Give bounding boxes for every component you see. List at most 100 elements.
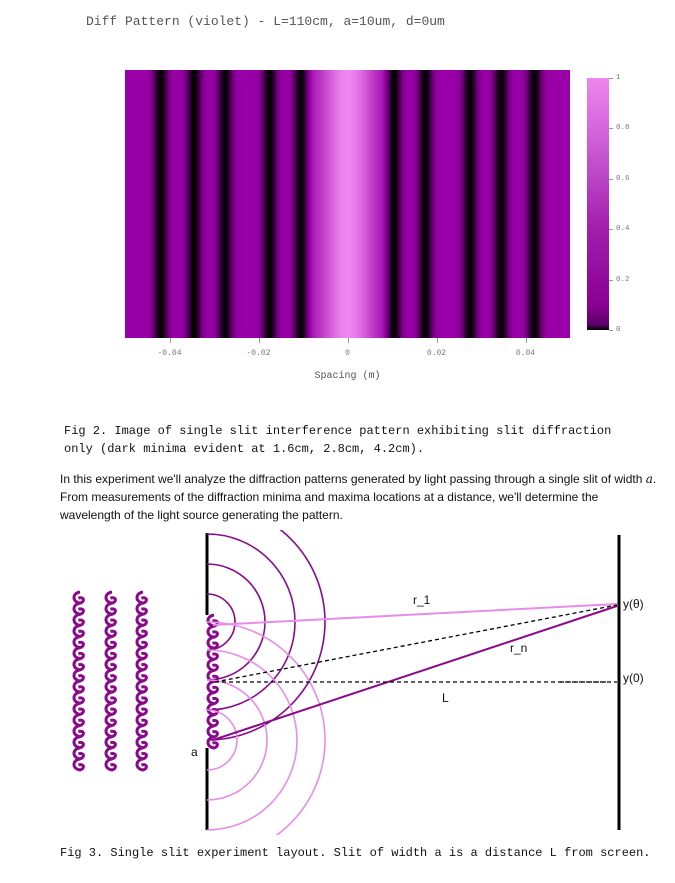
heatmap-column <box>431 70 433 338</box>
heatmap-column <box>454 70 456 338</box>
heatmap-column <box>413 70 415 338</box>
heatmap-column <box>338 70 340 338</box>
heatmap-column <box>469 70 471 338</box>
heatmap-column <box>179 70 181 338</box>
heatmap-column <box>126 70 128 338</box>
heatmap-column <box>236 70 238 338</box>
wavefront-top-1 <box>207 593 236 651</box>
heatmap-column <box>507 70 509 338</box>
heatmap-column <box>415 70 417 338</box>
heatmap-column <box>505 70 507 338</box>
colorbar-tick-label: 0.2 <box>616 275 630 284</box>
heatmap-column <box>194 70 196 338</box>
heatmap-column <box>130 70 132 338</box>
heatmap-column <box>224 70 226 338</box>
heatmap-column <box>383 70 385 338</box>
heatmap-column <box>213 70 215 338</box>
heatmap-column <box>254 70 256 338</box>
heatmap-column <box>421 70 423 338</box>
colorbar-tick-mark <box>609 229 613 231</box>
heatmap-column <box>299 70 301 338</box>
heatmap-column <box>563 70 565 338</box>
heatmap-column <box>532 70 534 338</box>
heatmap-column <box>269 70 271 338</box>
heatmap-column <box>256 70 258 338</box>
heatmap-column <box>360 70 362 338</box>
heatmap-column <box>173 70 175 338</box>
heatmap-column <box>488 70 490 338</box>
heatmap-column <box>419 70 421 338</box>
heatmap-column <box>287 70 289 338</box>
heatmap-column <box>458 70 460 338</box>
heatmap-column <box>521 70 523 338</box>
colorbar-tick-mark <box>609 178 613 180</box>
heatmap-column <box>511 70 513 338</box>
heatmap-column <box>483 70 485 338</box>
x-tick-label: 0.04 <box>515 349 536 358</box>
colorbar-tick-label: 1 <box>616 74 621 82</box>
colorbar-tick-mark <box>609 279 613 281</box>
heatmap-column <box>324 70 326 338</box>
heatmap-column <box>375 70 377 338</box>
heatmap-column <box>460 70 462 338</box>
heatmap-column <box>476 70 478 338</box>
heatmap-column <box>189 70 191 338</box>
heatmap-column <box>137 70 139 338</box>
heatmap-column <box>225 70 227 338</box>
heatmap-column <box>380 70 382 338</box>
heatmap-column <box>159 70 161 338</box>
heatmap-column <box>496 70 498 338</box>
heatmap-column <box>341 70 343 338</box>
heatmap-column <box>466 70 468 338</box>
heatmap-column <box>450 70 452 338</box>
heatmap-column <box>453 70 455 338</box>
heatmap-column <box>140 70 142 338</box>
heatmap-column <box>503 70 505 338</box>
heatmap-column <box>534 70 536 338</box>
heatmap-column <box>365 70 367 338</box>
heatmap-column <box>240 70 242 338</box>
heatmap-column <box>247 70 249 338</box>
heatmap-column <box>284 70 286 338</box>
heatmap-column <box>433 70 435 338</box>
heatmap-column <box>259 70 261 338</box>
heatmap-column <box>270 70 272 338</box>
heatmap-column <box>423 70 425 338</box>
heatmap-column <box>257 70 259 338</box>
heatmap-column <box>193 70 195 338</box>
heatmap-column <box>174 70 176 338</box>
heatmap-column <box>533 70 535 338</box>
heatmap-column <box>251 70 253 338</box>
heatmap-column <box>430 70 432 338</box>
heatmap-column <box>445 70 447 338</box>
heatmap-column <box>229 70 231 338</box>
fig2-caption: Fig 2. Image of single slit interference… <box>64 422 664 458</box>
heatmap-column <box>545 70 547 338</box>
heatmap-column <box>255 70 257 338</box>
heatmap-column <box>282 70 284 338</box>
heatmap-column <box>389 70 391 338</box>
heatmap-column <box>263 70 265 338</box>
heatmap-column <box>489 70 491 338</box>
heatmap-column <box>553 70 555 338</box>
heatmap-column <box>504 70 506 338</box>
heatmap-column <box>347 70 349 338</box>
heatmap-column <box>567 70 569 338</box>
heatmap-column <box>405 70 407 338</box>
wavefront-top-4 <box>207 530 326 741</box>
heatmap-column <box>538 70 540 338</box>
heatmap-column <box>293 70 295 338</box>
heatmap-column <box>527 70 529 338</box>
heatmap-column <box>136 70 138 338</box>
heatmap-column <box>248 70 250 338</box>
heatmap-column <box>393 70 395 338</box>
heatmap-column <box>555 70 557 338</box>
heatmap-column <box>390 70 392 338</box>
heatmap-column <box>522 70 524 338</box>
heatmap-column <box>158 70 160 338</box>
heatmap-column <box>349 70 351 338</box>
heatmap-column <box>446 70 448 338</box>
heatmap-column <box>145 70 147 338</box>
heatmap-column <box>403 70 405 338</box>
heatmap-column <box>218 70 220 338</box>
